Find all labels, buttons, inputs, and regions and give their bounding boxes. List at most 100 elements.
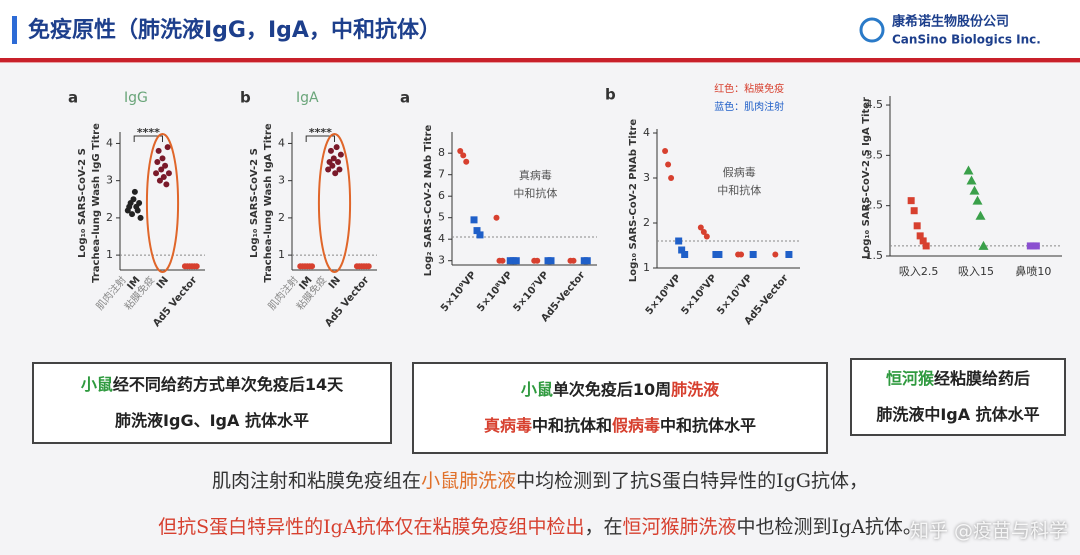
significance: **** — [137, 126, 160, 139]
caption-line: 小鼠经不同给药方式单次免疫后14天 — [34, 367, 390, 403]
point — [665, 161, 672, 168]
point — [785, 251, 793, 258]
point — [153, 170, 160, 177]
point — [749, 251, 757, 258]
y-tick-label: 2 — [106, 211, 113, 224]
summary-text: 但抗S蛋白特异性的IgA抗体仅在粘膜免疫组中检出 — [158, 516, 585, 538]
x-tick-label: 5×10⁹VP — [439, 270, 479, 314]
summary-line: 但抗S蛋白特异性的IgA抗体仅在粘膜免疫组中检出，在恒河猴肺洗液中也检测到IgA… — [0, 512, 1080, 539]
point — [329, 162, 336, 169]
point — [738, 251, 745, 258]
y-tick-label: 3.5 — [866, 148, 884, 161]
point — [165, 170, 172, 177]
point — [129, 211, 136, 218]
point — [163, 181, 170, 188]
highlight — [317, 133, 352, 273]
x-tick-label: 5×10⁷VP — [511, 270, 551, 314]
summary-text: 小鼠肺洗液 — [421, 470, 517, 492]
caption-text: 肺洗液中IgA 抗体水平 — [876, 405, 1040, 424]
point — [675, 237, 683, 245]
header-bg — [0, 0, 1080, 58]
chart-title: IgA — [296, 90, 319, 106]
point — [966, 175, 977, 185]
point — [156, 177, 163, 184]
y-tick-label: 3 — [643, 171, 650, 184]
point — [972, 195, 983, 205]
x-tick-label: 5×10⁷VP — [715, 273, 755, 317]
legend-entry: 蓝色：肌肉注射 — [714, 100, 784, 113]
y-axis-label: Trachea-lung Wash IgA Titre — [263, 123, 274, 282]
panel-label: a — [400, 89, 410, 107]
point — [463, 158, 470, 165]
point — [365, 263, 372, 270]
x-tick-label: 5×10⁸VP — [475, 270, 515, 314]
annotation: 中和抗体 — [513, 186, 557, 200]
legend-entry: 红色：粘膜免疫 — [714, 82, 784, 95]
sig-bracket — [133, 135, 163, 142]
y-tick-label: 4 — [438, 232, 445, 245]
caption-text: 肺洗液 — [671, 380, 720, 399]
watermark: 知乎 @疫苗与科学 — [909, 520, 1068, 542]
point — [978, 240, 989, 250]
point — [662, 148, 669, 154]
point — [137, 214, 144, 221]
point — [547, 257, 555, 265]
point — [583, 257, 591, 265]
point — [164, 144, 171, 151]
point — [919, 237, 927, 245]
y-tick-label: 4.5 — [866, 98, 884, 111]
point — [678, 246, 686, 254]
y-axis-label: Log₂ SARS-CoV-2 NAb Titre — [423, 125, 434, 277]
point — [155, 147, 162, 154]
point — [154, 159, 161, 166]
point — [473, 227, 481, 235]
point — [922, 242, 930, 250]
summary-line: 肌肉注射和粘膜免疫组在小鼠肺洗液中均检测到了抗S蛋白特异性的IgG抗体， — [0, 466, 1080, 493]
point — [134, 207, 141, 214]
point — [715, 251, 723, 258]
logo-mark — [859, 17, 885, 43]
y-tick-label: 3 — [438, 254, 445, 267]
point — [159, 155, 166, 162]
x-tick-label: 吸入2.5 — [899, 265, 939, 278]
point — [470, 216, 478, 224]
y-tick-label: 4 — [106, 136, 113, 149]
point — [327, 147, 334, 154]
point — [913, 222, 921, 230]
y-tick-label: 2 — [643, 216, 650, 229]
point — [703, 233, 710, 240]
point — [975, 210, 986, 220]
y-axis-label: Log₁₀ SARS-CoV-2 PNAb Titre — [628, 119, 639, 282]
x-tick-label: 吸入15 — [958, 265, 994, 278]
y-tick-label: 1.5 — [866, 249, 884, 262]
y-axis-label: Log₁₀ SARS-CoV-2 S IgA Titer — [861, 97, 872, 259]
point — [162, 162, 169, 169]
x-tick-label: 鼻喷10 — [1015, 264, 1051, 278]
point — [336, 166, 343, 173]
y-tick-label: 1 — [278, 248, 285, 261]
point — [668, 175, 675, 181]
point — [969, 185, 980, 195]
caption-text: 小鼠 — [520, 380, 553, 399]
annotation: 假病毒 — [723, 165, 756, 179]
point — [570, 257, 577, 264]
panel-label: b — [240, 89, 251, 107]
caption-text: 小鼠 — [80, 375, 113, 394]
caption-text: 经不同给药方式单次免疫后14天 — [112, 375, 344, 394]
title-bar — [12, 16, 17, 44]
point — [512, 257, 520, 265]
y-tick-label: 7 — [438, 168, 445, 181]
y-axis-label: Log₁₀ SARS-CoV-2 S — [77, 148, 88, 258]
caption-text: 中和抗体和 — [531, 416, 612, 435]
point — [772, 251, 779, 258]
point — [910, 207, 918, 215]
caption-text: 假病毒 — [612, 416, 661, 435]
point — [916, 232, 924, 240]
point — [337, 151, 344, 158]
point — [499, 257, 506, 264]
y-axis-label: Trachea-lung Wash IgG Titre — [91, 123, 102, 283]
y-tick-label: 2 — [278, 211, 285, 224]
point — [681, 251, 689, 258]
caption-box: 恒河猴经粘膜给药后 肺洗液中IgA 抗体水平 — [850, 358, 1066, 436]
